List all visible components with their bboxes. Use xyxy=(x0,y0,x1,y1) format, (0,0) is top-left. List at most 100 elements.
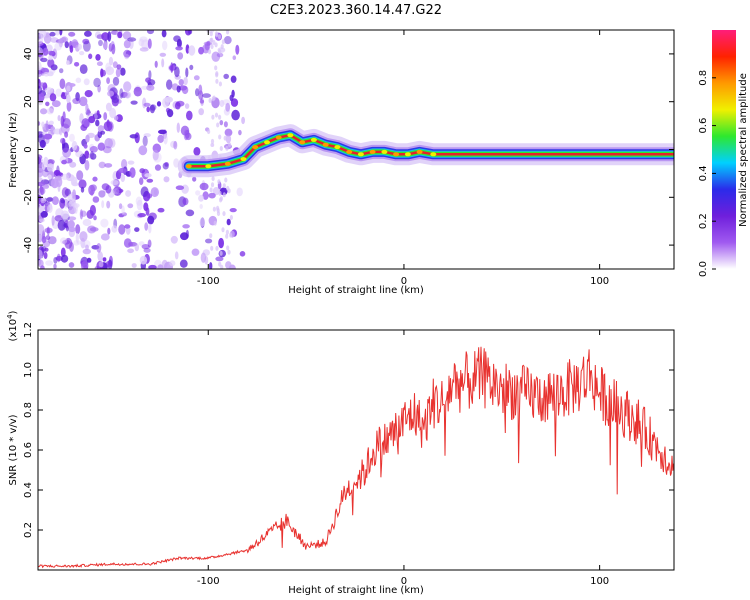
noise-blob xyxy=(39,218,45,223)
noise-blob xyxy=(40,197,47,204)
noise-blob xyxy=(219,197,223,203)
noise-blob xyxy=(202,191,209,200)
noise-blob xyxy=(174,251,179,260)
noise-blob xyxy=(79,64,88,74)
noise-blob xyxy=(139,168,145,174)
noise-blob xyxy=(66,85,71,92)
noise-blob xyxy=(173,140,178,150)
chart-title: C2E3.2023.360.14.47.G22 xyxy=(270,3,442,18)
noise-blob xyxy=(47,50,55,55)
noise-blob xyxy=(72,189,76,199)
noise-blob xyxy=(56,176,63,188)
noise-blob xyxy=(123,81,132,92)
noise-blob xyxy=(71,182,79,187)
noise-blob xyxy=(225,233,229,239)
noise-blob xyxy=(111,93,120,104)
noise-blob xyxy=(125,190,132,197)
noise-blob xyxy=(82,38,90,45)
noise-blob xyxy=(146,106,150,113)
noise-blob xyxy=(106,200,111,209)
noise-blob xyxy=(193,147,201,156)
x-tick-label: -100 xyxy=(197,276,220,287)
noise-blob xyxy=(139,177,144,186)
noise-blob xyxy=(64,41,70,49)
noise-blob xyxy=(79,96,88,107)
noise-blob xyxy=(215,256,224,262)
noise-blob xyxy=(229,232,233,238)
noise-blob xyxy=(38,187,46,195)
noise-blob xyxy=(112,76,120,86)
noise-blob xyxy=(115,68,121,78)
noise-blob xyxy=(38,181,45,187)
track-speckle xyxy=(404,152,411,157)
noise-blob xyxy=(62,118,71,129)
noise-blob xyxy=(221,39,225,45)
noise-blob xyxy=(175,46,183,51)
noise-blob xyxy=(64,131,69,138)
spectrogram-y-ticks: -40 -20 0 20 40 xyxy=(23,48,674,253)
noise-blob xyxy=(213,220,217,226)
noise-blob xyxy=(170,140,177,148)
y-tick-label: 1.0 xyxy=(23,362,34,378)
noise-blob xyxy=(38,156,42,165)
noise-blob xyxy=(161,30,167,38)
noise-blob xyxy=(229,94,234,102)
noise-blob xyxy=(210,143,215,147)
noise-blob xyxy=(89,146,98,153)
noise-blob xyxy=(38,205,44,213)
noise-blob xyxy=(152,149,159,161)
noise-blob xyxy=(79,231,88,242)
noise-blob xyxy=(145,77,152,83)
noise-blob xyxy=(218,49,222,55)
track-speckle xyxy=(369,149,376,154)
noise-blob xyxy=(123,49,131,58)
noise-blob xyxy=(182,197,189,206)
noise-blob xyxy=(178,79,184,86)
noise-blob xyxy=(100,130,106,135)
noise-blob xyxy=(183,129,189,141)
noise-blob xyxy=(49,31,56,37)
noise-blob xyxy=(47,159,55,165)
noise-blob xyxy=(146,193,153,199)
noise-blob xyxy=(210,182,215,188)
noise-blob xyxy=(66,94,71,103)
noise-blob xyxy=(228,142,232,148)
y-tick-label: 40 xyxy=(23,48,34,61)
noise-blob xyxy=(175,185,185,190)
noise-blob xyxy=(59,68,64,74)
track-speckle xyxy=(287,133,294,138)
noise-blob xyxy=(223,121,228,128)
noise-blob xyxy=(84,90,93,98)
noise-blob xyxy=(43,252,48,259)
noise-blob xyxy=(107,90,115,97)
noise-blob xyxy=(83,120,90,127)
noise-blob xyxy=(97,84,101,93)
noise-blob xyxy=(143,133,151,138)
noise-blob xyxy=(106,77,110,84)
track-speckle xyxy=(334,145,341,150)
noise-blob xyxy=(68,262,75,268)
noise-blob xyxy=(221,227,225,233)
noise-blob xyxy=(80,186,85,193)
noise-blob xyxy=(96,61,103,66)
colorbar-tick-label: 0.4 xyxy=(698,165,709,181)
track-speckle xyxy=(185,164,192,169)
noise-blob xyxy=(51,215,55,226)
noise-blob xyxy=(103,112,108,121)
noise-blob xyxy=(83,40,91,52)
noise-blob xyxy=(102,257,107,262)
track-speckle xyxy=(346,149,353,154)
noise-blob xyxy=(156,101,162,107)
noise-blob xyxy=(95,54,101,61)
snr-panel: -100 0 100 0.2 0.4 0.6 0.8 1.0 1.2 Height of st… xyxy=(6,310,675,596)
track-speckle xyxy=(393,152,400,157)
noise-blob xyxy=(215,32,219,38)
noise-blob xyxy=(214,65,218,71)
noise-blob xyxy=(134,227,140,233)
noise-blob xyxy=(53,257,58,264)
noise-blob xyxy=(42,47,49,56)
noise-blob xyxy=(188,30,193,35)
noise-blob xyxy=(57,115,61,122)
noise-blob xyxy=(154,164,162,171)
